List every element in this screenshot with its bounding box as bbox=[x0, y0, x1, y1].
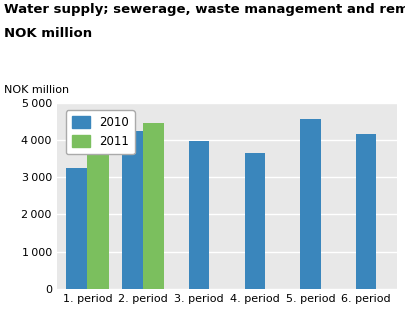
Text: NOK million: NOK million bbox=[4, 27, 92, 40]
Bar bbox=[356, 134, 376, 289]
Bar bbox=[245, 152, 265, 289]
Bar bbox=[143, 123, 164, 289]
Bar bbox=[87, 137, 109, 289]
Legend: 2010, 2011: 2010, 2011 bbox=[66, 110, 135, 154]
Bar bbox=[189, 141, 209, 289]
Text: Water supply; sewerage, waste management and remediation activities.: Water supply; sewerage, waste management… bbox=[4, 3, 405, 16]
Bar bbox=[66, 168, 87, 289]
Bar bbox=[301, 119, 320, 289]
Bar bbox=[122, 131, 143, 289]
Text: NOK million: NOK million bbox=[4, 85, 69, 95]
